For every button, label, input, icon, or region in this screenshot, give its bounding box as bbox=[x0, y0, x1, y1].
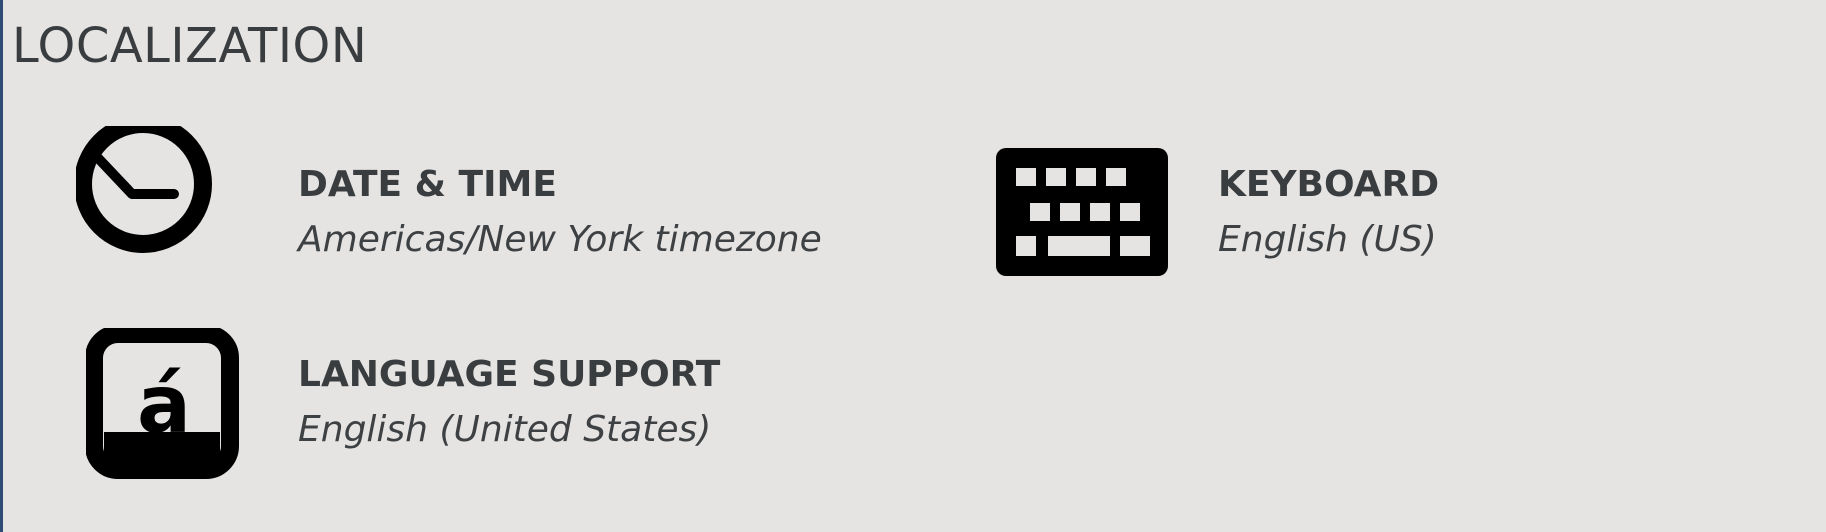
language-icon: á bbox=[86, 328, 239, 479]
language-support-status: English (United States) bbox=[298, 409, 712, 450]
window-left-edge bbox=[0, 0, 3, 532]
section-title: LOCALIZATION bbox=[12, 18, 368, 74]
date-time-title: DATE & TIME bbox=[298, 164, 557, 205]
date-time-status: Americas/New York timezone bbox=[298, 219, 822, 260]
keyboard-spoke[interactable]: KEYBOARD English (US) bbox=[990, 140, 1690, 290]
clock-icon bbox=[76, 126, 212, 253]
svg-text:á: á bbox=[137, 358, 191, 451]
keyboard-title: KEYBOARD bbox=[1218, 164, 1440, 205]
language-support-spoke[interactable]: á LANGUAGE SUPPORT English (United State… bbox=[70, 320, 870, 480]
date-time-spoke[interactable]: DATE & TIME Americas/New York timezone bbox=[70, 120, 870, 290]
keyboard-icon bbox=[996, 148, 1168, 276]
language-support-title: LANGUAGE SUPPORT bbox=[298, 354, 721, 395]
keyboard-status: English (US) bbox=[1218, 219, 1437, 260]
